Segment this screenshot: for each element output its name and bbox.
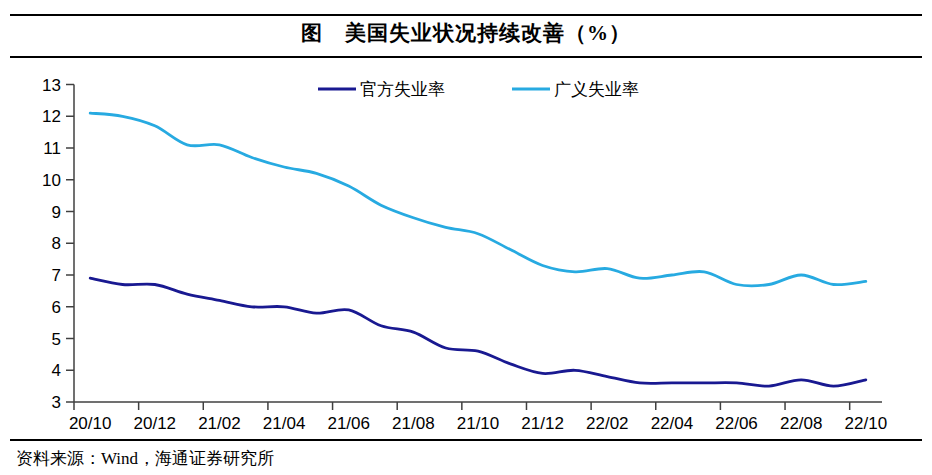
unemployment-line-chart: 3 4 5 6 7 8 9 10 11 12 13 20/10 20/12 21/02 21/04 21/06… xyxy=(0,0,932,475)
y-tick-label: 7 xyxy=(52,266,61,285)
x-tick-label: 21/06 xyxy=(327,414,370,433)
x-tick-label: 20/10 xyxy=(69,414,112,433)
x-tick-label: 22/06 xyxy=(715,414,758,433)
y-tick-label: 11 xyxy=(43,139,61,158)
data-source-note: 资料来源：Wind，海通证券研究所 xyxy=(16,447,274,470)
series-line-official xyxy=(90,278,866,386)
x-tick-label: 22/08 xyxy=(780,414,823,433)
y-tick-label: 6 xyxy=(52,298,61,317)
x-tick-label: 22/10 xyxy=(845,414,888,433)
y-tick-label: 3 xyxy=(52,393,61,412)
y-tick-label: 9 xyxy=(52,203,61,222)
footer-divider xyxy=(10,439,922,441)
x-tick-label: 22/02 xyxy=(586,414,629,433)
report-chart-page: 图 美国失业状况持续改善（%） 34567891011121320/1020/1… xyxy=(0,0,932,475)
x-tick-label: 22/04 xyxy=(651,414,694,433)
legend-label-official: 官方失业率 xyxy=(360,80,445,99)
x-tick-label: 21/10 xyxy=(457,414,500,433)
x-tick-label: 20/12 xyxy=(134,414,177,433)
legend-label-broad: 广义失业率 xyxy=(554,80,639,99)
y-tick-label: 13 xyxy=(42,76,61,95)
x-tick-label: 21/08 xyxy=(392,414,435,433)
y-tick-label: 4 xyxy=(52,361,61,380)
y-tick-label: 5 xyxy=(52,330,61,349)
x-tick-label: 21/04 xyxy=(263,414,306,433)
series-line-broad xyxy=(90,113,866,286)
y-tick-label: 12 xyxy=(42,107,61,126)
y-tick-label: 8 xyxy=(52,234,61,253)
y-tick-label: 10 xyxy=(42,171,61,190)
x-tick-label: 21/12 xyxy=(521,414,564,433)
x-tick-label: 21/02 xyxy=(198,414,241,433)
